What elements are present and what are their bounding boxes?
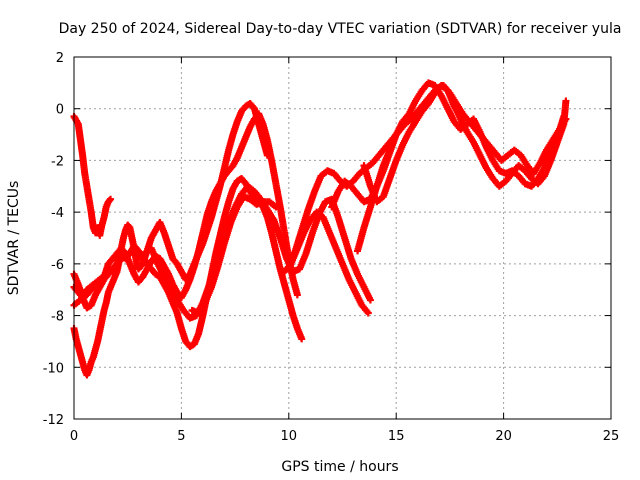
x-tick-label: 10 bbox=[281, 429, 298, 444]
data-point bbox=[272, 203, 280, 211]
plot-frame bbox=[73, 56, 612, 420]
x-axis-label: GPS time / hours bbox=[281, 459, 398, 475]
grid bbox=[74, 57, 611, 419]
x-tick-label: 15 bbox=[388, 429, 405, 444]
data-points bbox=[70, 79, 570, 379]
data-point bbox=[562, 97, 570, 105]
x-tick-label: 20 bbox=[495, 429, 512, 444]
y-tick-label: 2 bbox=[56, 51, 64, 66]
y-tick-label: -2 bbox=[51, 154, 64, 169]
series-track-1 bbox=[70, 112, 115, 239]
x-tick-label: 5 bbox=[177, 429, 185, 444]
series-track-5 bbox=[70, 182, 374, 322]
y-tick-label: -12 bbox=[43, 413, 64, 428]
axis-ticks: 0 5 10 15 20 25 -12 -10 -8 -6 -4 -2 0 2 bbox=[43, 51, 620, 444]
series-track-11 bbox=[328, 131, 400, 211]
y-tick-label: 0 bbox=[56, 103, 64, 118]
x-tick-label: 25 bbox=[603, 429, 620, 444]
data-point bbox=[366, 296, 374, 304]
series-track-10 bbox=[188, 193, 280, 317]
x-tick-label: 0 bbox=[70, 429, 78, 444]
y-axis-label: SDTVAR / TECUs bbox=[6, 181, 22, 296]
y-tick-label: -8 bbox=[51, 310, 64, 325]
y-tick-label: -4 bbox=[51, 206, 64, 221]
data-point bbox=[298, 335, 306, 343]
chart-title: Day 250 of 2024, Sidereal Day-to-day VTE… bbox=[59, 21, 622, 37]
y-tick-label: -10 bbox=[43, 361, 64, 376]
data-point bbox=[560, 112, 568, 120]
y-tick-label: -6 bbox=[51, 258, 64, 273]
data-point bbox=[392, 131, 400, 139]
data-point bbox=[293, 291, 301, 299]
series-track-7 bbox=[281, 208, 372, 317]
data-point bbox=[107, 195, 115, 203]
data-point bbox=[364, 309, 372, 317]
